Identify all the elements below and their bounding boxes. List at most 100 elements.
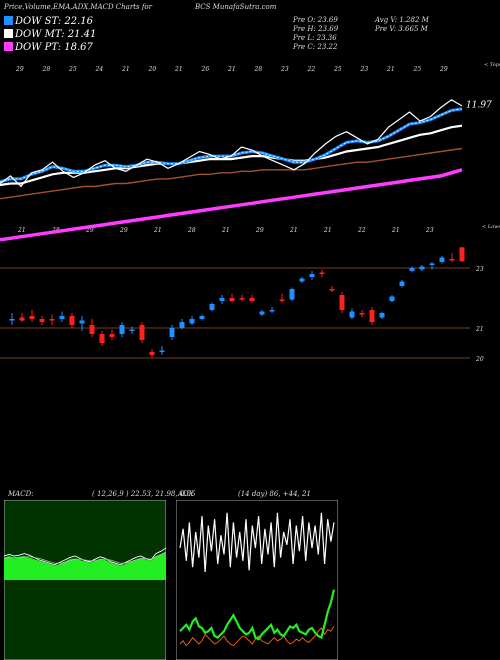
dow-st-label: DOW ST: 22.16 [4,16,93,27]
candle-body [349,311,355,318]
adx-params: (14 day) 86, +44, 21 [238,490,311,498]
candle-body [109,334,115,337]
long_ema-line [0,168,463,242]
adx-chart [176,500,338,660]
macd-line [4,547,166,566]
top-date-label: 21 [121,66,130,73]
top-date-label: 21 [174,66,183,73]
candle-body [339,295,345,310]
top-date-label: 29 [439,66,448,73]
candle-body [169,328,175,337]
bottom-date-label: 21 [323,227,332,234]
top-date-label: 21 [386,66,395,73]
candle-body [329,289,335,291]
top-date-label: 25 [413,66,422,73]
top-date-label: 26 [201,66,210,73]
candle-body [239,298,245,300]
candle-body [439,257,445,262]
candle-body [459,247,465,262]
bottom-date-label: 29 [255,227,264,234]
candle-body [39,319,45,322]
candle-body [369,310,375,322]
dow-st-text: DOW ST: 22.16 [15,16,94,27]
candle-body [89,325,95,334]
candle-body [269,310,275,312]
bottom-date-label: 21 [17,227,26,234]
candle-body [449,259,455,261]
macd-title: MACD: [8,490,34,498]
candle-body [399,281,405,286]
bottom-date-label: 21 [221,227,230,234]
level-label: 21 [475,326,484,333]
bottom-date-label: 22 [357,227,366,234]
top-date-label: 28 [254,66,263,73]
dow-pt-text: DOW PT: 18.67 [15,42,93,53]
candle-body [199,316,205,319]
dow-mt-swatch [4,29,13,38]
trend-chart: 29 28 25 24 21 20 21 26 21 28 23 22 25 23 21 25 29 < Tops… [0,62,500,242]
top-date-label: 28 [42,66,51,73]
dow-st-swatch [4,16,13,25]
top-date-label: 23 [360,66,369,73]
candle-body [219,298,225,301]
top-date-label: 21 [227,66,236,73]
level-label: 23 [475,266,484,273]
candle-body [259,311,265,315]
bottom-date-label: 23 [425,227,434,234]
prev-volume: Pre V: 3.665 M [375,25,428,33]
chart-heading: Price,Volume,EMA,ADX,MACD Charts for [4,3,152,11]
macd-params: ( 12,26,9 ) 22.53, 21.98, 0.55 [92,490,196,498]
candle-body [179,322,185,328]
slow_ema-line [0,147,463,200]
candle-body [49,319,55,321]
top-date-label: 25 [68,66,77,73]
candle-body [389,296,395,301]
prev-high: Pre H: 23.69 [293,25,339,33]
candle-body [19,317,25,321]
candle-body [289,289,295,300]
candle-body [229,298,235,301]
candle-body [419,266,425,270]
top-date-label: 20 [148,66,157,73]
candle-body [429,263,435,265]
candle-body [359,313,365,315]
top-date-label: 22 [307,66,316,73]
candlestick-chart: 23 21 20 [0,247,484,363]
bottom-date-label: 21 [153,227,162,234]
macd-signal-line [4,551,166,564]
candle-body [319,272,325,274]
lows-label: < Lows [482,224,500,230]
candle-body [189,319,195,324]
dow-pt-label: DOW PT: 18.67 [4,42,93,53]
candle-body [79,320,85,324]
top-date-label: 23 [280,66,289,73]
candle-body [309,274,315,277]
top-date-label: 25 [333,66,342,73]
candle-body [29,316,35,319]
prev-open: Pre O: 23.69 [293,16,338,24]
macd-histogram-area [4,552,166,580]
short_ema-line [0,107,463,184]
candle-body [209,304,215,310]
candle-body [249,298,255,301]
bottom-date-label: 29 [119,227,128,234]
top-date-label: 24 [95,66,104,73]
short-ema-dash [0,108,463,183]
candle-body [59,316,65,319]
candle-body [129,329,135,331]
dow-mt-text: DOW MT: 21.41 [15,29,97,40]
top-date-label: 29 [15,66,24,73]
adx-title: ADX [178,490,194,498]
dow-pt-swatch [4,42,13,51]
candle-body [279,299,285,301]
bottom-date-label: 28 [187,227,196,234]
candle-body [299,278,305,282]
bottom-date-label: 21 [391,227,400,234]
candle-body [119,325,125,334]
dow-mt-label: DOW MT: 21.41 [4,29,96,40]
adx-background [176,500,338,660]
candle-body [409,268,415,271]
candle-body [9,319,15,321]
plus-di-line [179,589,336,641]
